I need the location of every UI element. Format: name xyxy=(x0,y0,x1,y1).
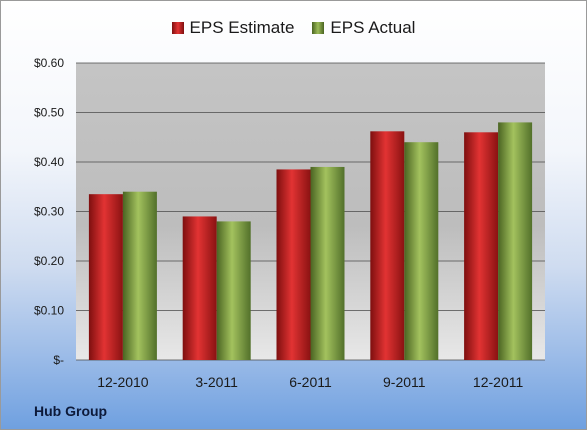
bar-eps-actual xyxy=(310,166,345,360)
x-tick-label: 3-2011 xyxy=(195,374,238,390)
bar-eps-actual xyxy=(498,122,533,361)
legend-label-estimate: EPS Estimate xyxy=(189,18,295,37)
bar-eps-actual xyxy=(404,142,439,360)
x-tick-label: 12-2010 xyxy=(97,374,149,390)
y-tick-label: $0.60 xyxy=(34,56,64,70)
y-tick-label: $0.20 xyxy=(34,254,64,268)
y-tick-label: $0.30 xyxy=(34,205,64,219)
y-tick-label: $0.40 xyxy=(34,155,64,169)
x-tick-label: 9-2011 xyxy=(383,374,426,390)
legend: EPS Estimate EPS Actual xyxy=(1,18,586,38)
y-tick-label: $- xyxy=(53,353,64,367)
bar-eps-actual xyxy=(122,191,157,360)
legend-swatch-actual xyxy=(312,22,325,34)
bar-eps-estimate xyxy=(370,131,405,360)
company-name: Hub Group xyxy=(34,403,108,419)
bar-eps-estimate xyxy=(276,169,311,360)
bar-eps-actual xyxy=(216,221,251,360)
x-tick-label: 6-2011 xyxy=(289,374,332,390)
bar-eps-estimate xyxy=(182,216,217,360)
legend-label-actual: EPS Actual xyxy=(330,18,416,37)
x-tick-label: 12-2011 xyxy=(473,374,524,390)
y-tick-label: $0.50 xyxy=(34,106,64,120)
y-tick-label: $0.10 xyxy=(34,304,64,318)
legend-item-estimate: EPS Estimate xyxy=(171,18,295,38)
bar-eps-estimate xyxy=(464,132,499,360)
legend-swatch-estimate xyxy=(171,22,184,34)
legend-item-actual: EPS Actual xyxy=(312,18,415,38)
bar-eps-estimate xyxy=(88,194,123,360)
